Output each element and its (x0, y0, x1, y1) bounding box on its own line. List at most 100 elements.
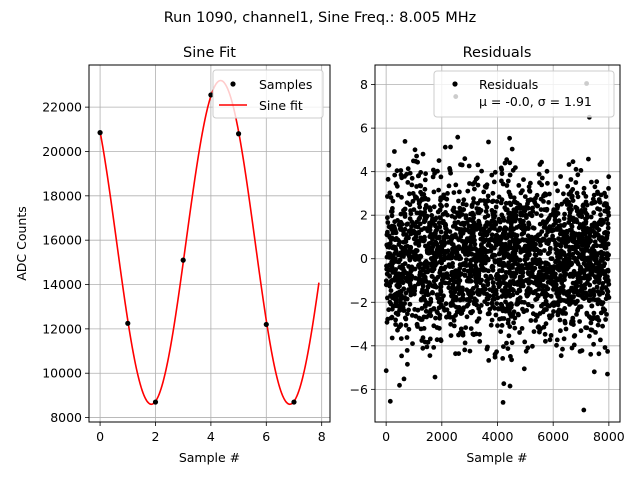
residual-point (433, 315, 438, 321)
residual-point (393, 271, 399, 276)
residual-point (473, 275, 478, 281)
residual-point (596, 297, 601, 303)
residual-point (488, 237, 494, 243)
residual-point (558, 228, 564, 234)
residual-point (531, 329, 537, 334)
residual-point (418, 183, 424, 189)
residual-point (504, 183, 510, 188)
residual-point (525, 270, 531, 275)
residual-point (566, 162, 572, 167)
residual-point (452, 215, 458, 221)
residual-point (400, 280, 406, 286)
residual-point (587, 276, 592, 281)
residual-point (437, 312, 443, 318)
residual-point (590, 263, 596, 269)
residual-point (569, 193, 575, 199)
residual-point (463, 325, 469, 330)
residual-point (596, 219, 602, 225)
residual-point (579, 348, 585, 353)
residual-point (529, 270, 535, 275)
residual-point (465, 188, 471, 194)
residual-point (548, 293, 554, 299)
residual-point (605, 225, 611, 231)
residual-point (392, 278, 398, 283)
residual-point (472, 241, 478, 247)
residual-point (437, 215, 443, 221)
residual-point (436, 235, 442, 241)
residual-point (567, 248, 572, 253)
residual-point (521, 218, 526, 224)
residual-point (444, 226, 449, 232)
residual-point (524, 226, 530, 231)
residual-point (544, 207, 550, 213)
residual-point (438, 338, 444, 344)
residual-point (409, 313, 415, 318)
residual-point (433, 277, 439, 283)
residual-point (496, 227, 502, 233)
residual-point (547, 337, 553, 343)
residual-point (426, 312, 432, 318)
residual-point (564, 230, 570, 236)
residual-point (528, 289, 533, 295)
residual-point (554, 227, 560, 232)
residual-point (507, 324, 513, 329)
residual-outlier-point (500, 400, 506, 405)
residual-point (407, 202, 413, 208)
residual-point (415, 159, 420, 165)
residual-point (583, 227, 589, 233)
residual-point (459, 238, 465, 244)
residual-point (461, 305, 467, 311)
residual-point (458, 221, 464, 227)
residual-point (558, 273, 564, 278)
residual-point (419, 227, 424, 233)
residual-point (456, 198, 461, 204)
residual-point (423, 243, 428, 249)
residual-point (394, 283, 400, 288)
sine-fit-ytick-label: 10000 (42, 366, 82, 381)
sine-fit-ytick-label: 16000 (42, 233, 82, 248)
residual-point (592, 239, 598, 245)
sample-point (291, 399, 297, 405)
residual-point (598, 337, 603, 343)
residual-point (557, 260, 563, 265)
residual-point (393, 322, 398, 327)
residual-point (492, 169, 498, 175)
residual-point (407, 257, 413, 263)
residual-point (600, 281, 606, 286)
residual-point (395, 312, 401, 317)
residual-point (562, 298, 567, 303)
residual-point (554, 337, 560, 343)
residual-point (422, 339, 428, 345)
residual-point (462, 245, 467, 251)
residual-point (385, 215, 390, 221)
sample-point (152, 399, 159, 405)
residual-point (485, 311, 491, 317)
residual-point (574, 190, 580, 196)
residual-point (532, 199, 538, 205)
residual-point (414, 210, 420, 216)
residual-point (392, 229, 398, 234)
residual-point (402, 301, 407, 306)
residual-point (411, 287, 417, 293)
residual-point (496, 216, 502, 222)
residual-point (595, 276, 601, 281)
residual-point (578, 304, 584, 310)
residual-point (414, 322, 420, 328)
residual-point (395, 237, 401, 243)
residual-point (520, 212, 526, 218)
residual-point (497, 259, 502, 265)
residual-point (415, 173, 421, 179)
residual-point (547, 270, 552, 275)
residual-point (430, 268, 435, 274)
residual-point (600, 323, 605, 329)
residual-point (569, 223, 574, 228)
residual-point (464, 287, 470, 293)
residual-point (440, 212, 446, 217)
residual-point (449, 270, 455, 275)
residual-point (573, 280, 579, 285)
residual-point (417, 215, 423, 221)
residual-point (446, 285, 452, 291)
residual-point (555, 312, 561, 318)
residual-point (561, 223, 566, 228)
residual-point (562, 318, 568, 324)
